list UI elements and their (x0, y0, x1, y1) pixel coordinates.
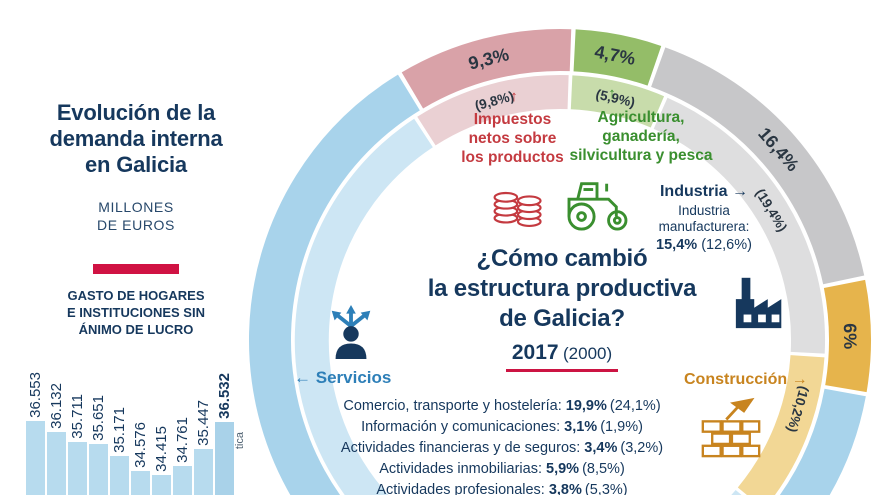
taxes-segment-label: Impuestos netos sobre los productos (450, 110, 575, 167)
donut-2000-segment-3 (653, 97, 826, 354)
center-title-line: la estructura productiva (427, 275, 697, 302)
title-line: demanda interna (49, 126, 223, 151)
bar (131, 471, 150, 495)
bar-value-label: 35.171 (111, 407, 128, 453)
bar-value-label: 34.415 (153, 426, 170, 472)
units-line: DE EUROS (97, 217, 175, 233)
service-item: Actividades financieras y de seguros: 3,4… (340, 440, 664, 456)
units-label: MILLONES DE EUROS (12, 198, 260, 234)
donut-center-title: ¿Cómo cambió la estructura productiva de… (390, 244, 734, 334)
factory-icon (730, 272, 792, 330)
donut-2000-segment-1 (417, 75, 569, 146)
donut-2017-label-4: 6% (840, 323, 860, 349)
legend-line: GASTO DE HOGARES (67, 288, 205, 303)
bar-value-label: 36.532 (216, 373, 233, 419)
service-item: Información y comunicaciones: 3,1% (1,9%) (361, 419, 643, 435)
bar (26, 421, 45, 495)
services-label: ← Servicios (294, 368, 392, 387)
bar (89, 444, 108, 495)
bar-column: 35.711 (68, 394, 87, 495)
industry-value: 15,4% (12,6%) (656, 237, 752, 253)
bar (173, 466, 192, 495)
industry-title: Industria → (659, 183, 748, 200)
donut-2017-segment-1 (401, 29, 572, 109)
donut-2017-segment-3 (650, 47, 865, 285)
bar-value-label: 35.711 (69, 394, 86, 439)
taxes-line: netos sobre (468, 130, 557, 147)
construction-label: Construcción → (684, 371, 808, 388)
year-comparison: 2017 (2000) (390, 341, 734, 372)
legend-line: E INSTITUCIONES SIN (67, 305, 205, 320)
donut-2017-segment-4 (823, 279, 871, 393)
source-text-fragment: tica (234, 432, 246, 450)
coins-icon (492, 180, 544, 232)
taxes-line: Impuestos (473, 111, 552, 128)
title-line: Evolución de la (56, 100, 216, 125)
legend-label: GASTO DE HOGARES E INSTITUCIONES SIN ÁNI… (6, 287, 266, 338)
bar (152, 475, 171, 495)
donut-2000-segment-2 (570, 75, 665, 128)
services-person-icon (324, 303, 378, 359)
industry-subtitle: Industria manufacturera: (658, 203, 750, 234)
taxes-line: los productos (461, 149, 564, 166)
bar (194, 449, 213, 495)
up-arrow-icon: ↑ (608, 85, 616, 102)
industry-label-block: Industria → Industria manufacturera: 15,… (644, 183, 764, 253)
bricks-trowel-icon (700, 396, 762, 458)
year-underline: 2017 (2000) (505, 341, 619, 372)
bar-value-label: 36.553 (27, 372, 44, 418)
bar-column: 34.576 (131, 422, 150, 495)
bar-column: 34.415 (152, 426, 171, 495)
service-item: Comercio, transporte y hostelería: 19,9%(… (343, 398, 661, 414)
bar (215, 422, 234, 495)
donut-2000-segment-4 (737, 354, 825, 495)
right-arrow-icon: → (732, 183, 748, 200)
bar-column: 36.132 (47, 383, 66, 495)
agriculture-line: ganadería, (602, 128, 680, 145)
bar-value-label: 36.132 (48, 383, 65, 429)
legend-color-bar (93, 264, 179, 274)
agriculture-segment-label: Agricultura, ganadería, silvicultura y p… (556, 108, 726, 165)
page-title: Evolución de la demanda interna en Galic… (12, 100, 260, 178)
bar-column: 36.532 (215, 373, 234, 495)
service-item: Actividades inmobiliarias: 5,9% (8,5%) (379, 461, 625, 477)
bar (47, 432, 66, 495)
year-current: 2017 (511, 341, 559, 364)
year-previous: (2000) (563, 344, 613, 363)
center-title-line: de Galicia? (499, 305, 625, 332)
tractor-icon (562, 176, 632, 232)
bar-value-label: 35.651 (90, 395, 107, 441)
bar (110, 456, 129, 495)
title-line: en Galicia (85, 152, 187, 177)
bar (68, 442, 87, 495)
units-line: MILLONES (98, 199, 174, 215)
donut-2017-segment-5 (248, 74, 866, 495)
bar-column: 35.447 (194, 400, 213, 495)
service-item: Actividades profesionales: 3,8% (5,3%) (376, 482, 628, 495)
up-arrow-icon: ↑ (510, 88, 518, 105)
bar-column: 36.553 (26, 372, 45, 495)
legend-line: ÁNIMO DE LUCRO (78, 322, 194, 337)
bar-value-label: 34.576 (132, 422, 149, 468)
left-arrow-icon: ← (294, 368, 311, 387)
center-title-line: ¿Cómo cambió (476, 245, 648, 272)
bar-column: 35.651 (89, 395, 108, 495)
bar-value-label: 34.761 (174, 417, 191, 463)
agriculture-line: Agricultura, (597, 109, 685, 126)
agriculture-line: silvicultura y pesca (569, 147, 713, 164)
bar-column: 35.171 (110, 407, 129, 495)
donut-2017-segment-2 (573, 29, 662, 86)
right-arrow-icon: → (791, 371, 808, 388)
bar-column: 34.761 (173, 417, 192, 495)
services-breakdown-list: Comercio, transporte y hostelería: 19,9%(… (318, 396, 686, 495)
internal-demand-bar-chart: 36.553 36.132 35.711 35.651 35.171 34.576 34.4… (26, 372, 234, 495)
bar-value-label: 35.447 (195, 400, 212, 446)
donut-2000-segment-5 (294, 118, 742, 495)
